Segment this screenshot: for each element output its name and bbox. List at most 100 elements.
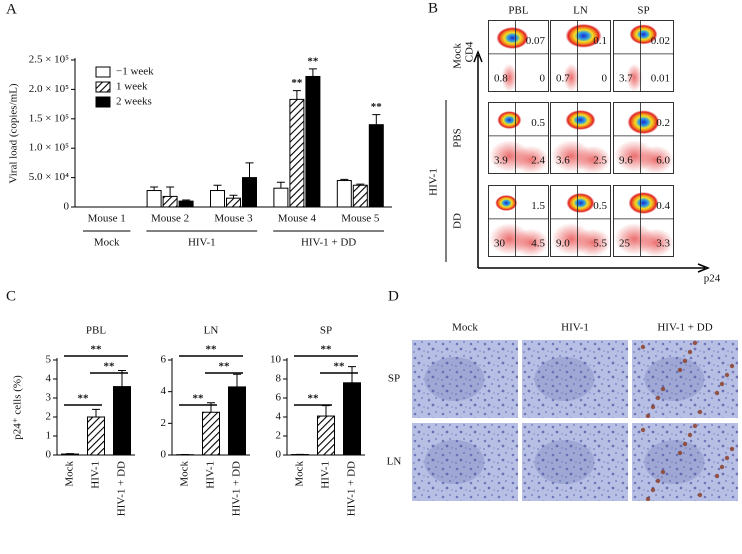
quadrant-value: 25 <box>619 238 631 250</box>
row-group-label: HIV-1 <box>428 168 440 196</box>
error-bar <box>207 403 215 413</box>
bar <box>344 383 361 455</box>
quadrant-value: 0.5 <box>593 200 607 212</box>
bar <box>163 196 177 207</box>
y-axis-label: p24⁺ cells (%) <box>12 375 24 440</box>
x-tick-label: HIV-1 + DD <box>116 461 128 516</box>
y-tick-label: 0 <box>46 449 52 461</box>
panel-letter: A <box>6 1 17 17</box>
event-density <box>495 195 517 211</box>
significance-label: ** <box>334 361 346 373</box>
error-bar <box>92 409 100 417</box>
error-bar <box>348 367 356 383</box>
histology-image <box>522 340 628 418</box>
stained-cell <box>693 341 697 345</box>
event-density <box>628 110 660 134</box>
x-tick-label: HIV-1 <box>90 461 102 489</box>
stained-cell <box>661 387 665 391</box>
tissue-shade <box>534 440 594 484</box>
bar <box>353 185 367 207</box>
bar <box>318 416 335 455</box>
significance-label: ** <box>291 77 303 89</box>
stained-cell <box>651 405 655 409</box>
y-tick-label: 6 <box>161 354 167 366</box>
bar <box>243 178 257 207</box>
quadrant-value: 3.6 <box>556 155 570 167</box>
axis-arrow <box>474 52 482 268</box>
stained-cell <box>720 465 724 469</box>
bar <box>306 76 320 207</box>
bar <box>227 198 241 207</box>
x-tick-label: Mock <box>294 461 306 487</box>
axis-arrow <box>478 264 708 272</box>
tissue-shade <box>644 357 704 401</box>
stained-cell <box>678 368 682 372</box>
significance-label: ** <box>307 55 319 67</box>
stained-cell <box>720 382 724 386</box>
y-tick-label: 2 <box>276 430 282 442</box>
y-tick-label: 2 <box>46 411 52 423</box>
tissue-shade <box>644 440 704 484</box>
error-bar <box>233 374 241 387</box>
stained-cell <box>656 396 660 400</box>
event-density <box>497 111 521 129</box>
significance-label: ** <box>193 393 205 405</box>
stained-cell <box>693 424 697 428</box>
error-bar <box>372 115 380 125</box>
histology-image <box>522 423 628 501</box>
chart-title: PBL <box>86 325 106 337</box>
row-label: DD <box>452 213 464 229</box>
group-label: HIV-1 + DD <box>301 237 356 249</box>
quadrant-value: 5.5 <box>593 238 607 250</box>
quadrant-value: 0 <box>602 73 608 85</box>
chart-title: LN <box>204 325 219 337</box>
stained-cell <box>698 410 702 414</box>
x-tick-label: Mouse 3 <box>214 213 253 225</box>
significance-label: ** <box>308 393 320 405</box>
bar <box>114 387 131 455</box>
bar <box>369 125 383 207</box>
significance-label: ** <box>219 361 231 373</box>
event-density <box>566 110 596 130</box>
stained-cell <box>683 442 687 446</box>
x-tick-label: HIV-1 + DD <box>231 461 243 516</box>
significance-label: ** <box>321 344 333 356</box>
x-tick-label: Mouse 2 <box>151 213 189 225</box>
panel-letter: D <box>388 288 399 304</box>
y-tick-label: 4 <box>161 385 167 397</box>
quadrant-value: 0.1 <box>593 35 607 47</box>
bar <box>229 387 246 455</box>
quadrant-value: 0 <box>540 73 546 85</box>
x-tick-label: Mouse 4 <box>278 213 317 225</box>
group-label: HIV-1 <box>188 237 216 249</box>
stained-cell <box>688 433 692 437</box>
column-label: LN <box>573 5 588 17</box>
stained-cell <box>656 479 660 483</box>
column-label: PBL <box>508 5 528 17</box>
bar <box>274 188 288 207</box>
bar <box>62 454 79 455</box>
tissue-shade <box>534 357 594 401</box>
stained-cell <box>688 350 692 354</box>
stained-cell <box>715 391 719 395</box>
quadrant-value: 0.4 <box>656 200 670 212</box>
column-label: HIV-1 + DD <box>657 322 712 334</box>
stained-cell <box>725 373 729 377</box>
quadrant-value: 0.01 <box>651 73 670 85</box>
row-label: LN <box>387 456 402 468</box>
legend-swatch <box>96 67 110 77</box>
event-density <box>496 27 528 49</box>
significance-label: ** <box>104 361 116 373</box>
bar <box>337 181 351 207</box>
quadrant-value: 0.5 <box>531 117 545 129</box>
histology-image <box>632 340 738 418</box>
quadrant-value: 3.3 <box>656 238 670 250</box>
y-tick-label: 1 <box>46 430 52 442</box>
tissue-shade <box>424 357 484 401</box>
error-bar <box>214 185 222 190</box>
x-tick-label: Mock <box>179 461 191 487</box>
stained-cell <box>651 488 655 492</box>
